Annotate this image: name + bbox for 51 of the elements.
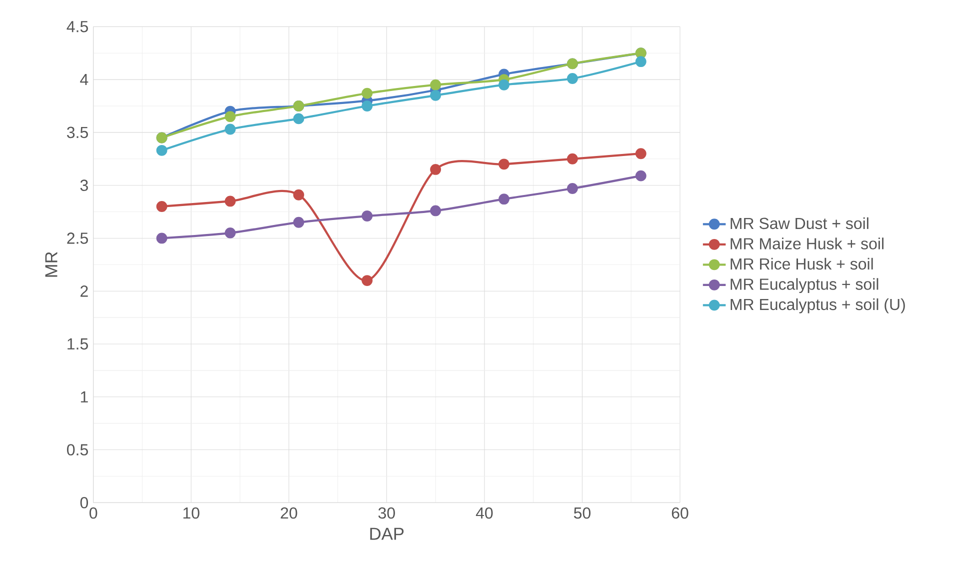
point: [498, 194, 510, 205]
x-axis-title: DAP: [370, 528, 404, 540]
point: [566, 154, 578, 165]
point: [156, 201, 168, 212]
y-axis-title: MR: [45, 252, 58, 277]
x-tick-label: 60: [672, 508, 688, 519]
y-tick-label: 3.5: [66, 126, 88, 138]
y-tick-label: 3: [80, 180, 88, 192]
y-tick-label: 4: [80, 74, 88, 86]
y-tick-label: 0: [80, 497, 88, 508]
y-tick-label: 1: [80, 392, 88, 403]
legend-label: MR Saw Dust + soil: [730, 218, 868, 230]
point: [566, 73, 578, 84]
x-tick-label: 0: [90, 508, 98, 519]
point: [362, 210, 373, 222]
point: [362, 88, 373, 99]
y-tick-label: 2.5: [67, 232, 88, 244]
point: [224, 111, 236, 122]
x-tick-label: 50: [574, 508, 590, 519]
point: [224, 228, 236, 239]
legend-label: MR Rice Husk + soil: [730, 258, 873, 270]
point: [293, 113, 304, 124]
point: [566, 183, 578, 194]
x-tick-label: 10: [183, 508, 200, 519]
y-tick-label: 2: [80, 286, 88, 297]
point: [635, 148, 646, 160]
legend-label: MR Maize Husk + soil: [730, 238, 884, 250]
y-tick-label: 0.5: [67, 444, 88, 456]
x-tick-label: 40: [476, 508, 493, 519]
x-tick-label: 30: [378, 508, 395, 519]
legend-label: MR Eucalyptus + soil (U): [730, 298, 905, 314]
point: [635, 170, 646, 182]
point: [293, 217, 304, 228]
point: [224, 196, 236, 207]
point: [430, 80, 442, 90]
point: [498, 80, 510, 90]
point: [224, 124, 236, 135]
point: [156, 145, 168, 156]
point: [293, 190, 304, 200]
y-tick-label: 1.5: [68, 338, 88, 350]
legend-label: MR Eucalyptus + soil: [730, 278, 878, 294]
point: [362, 275, 373, 286]
y-tick-label: 4.5: [66, 21, 88, 32]
point: [430, 164, 442, 176]
point: [430, 90, 442, 102]
point: [498, 158, 510, 170]
point: [635, 56, 646, 68]
point: [430, 205, 442, 216]
point: [362, 100, 373, 112]
point: [156, 232, 168, 244]
x-tick-label: 20: [280, 508, 298, 519]
